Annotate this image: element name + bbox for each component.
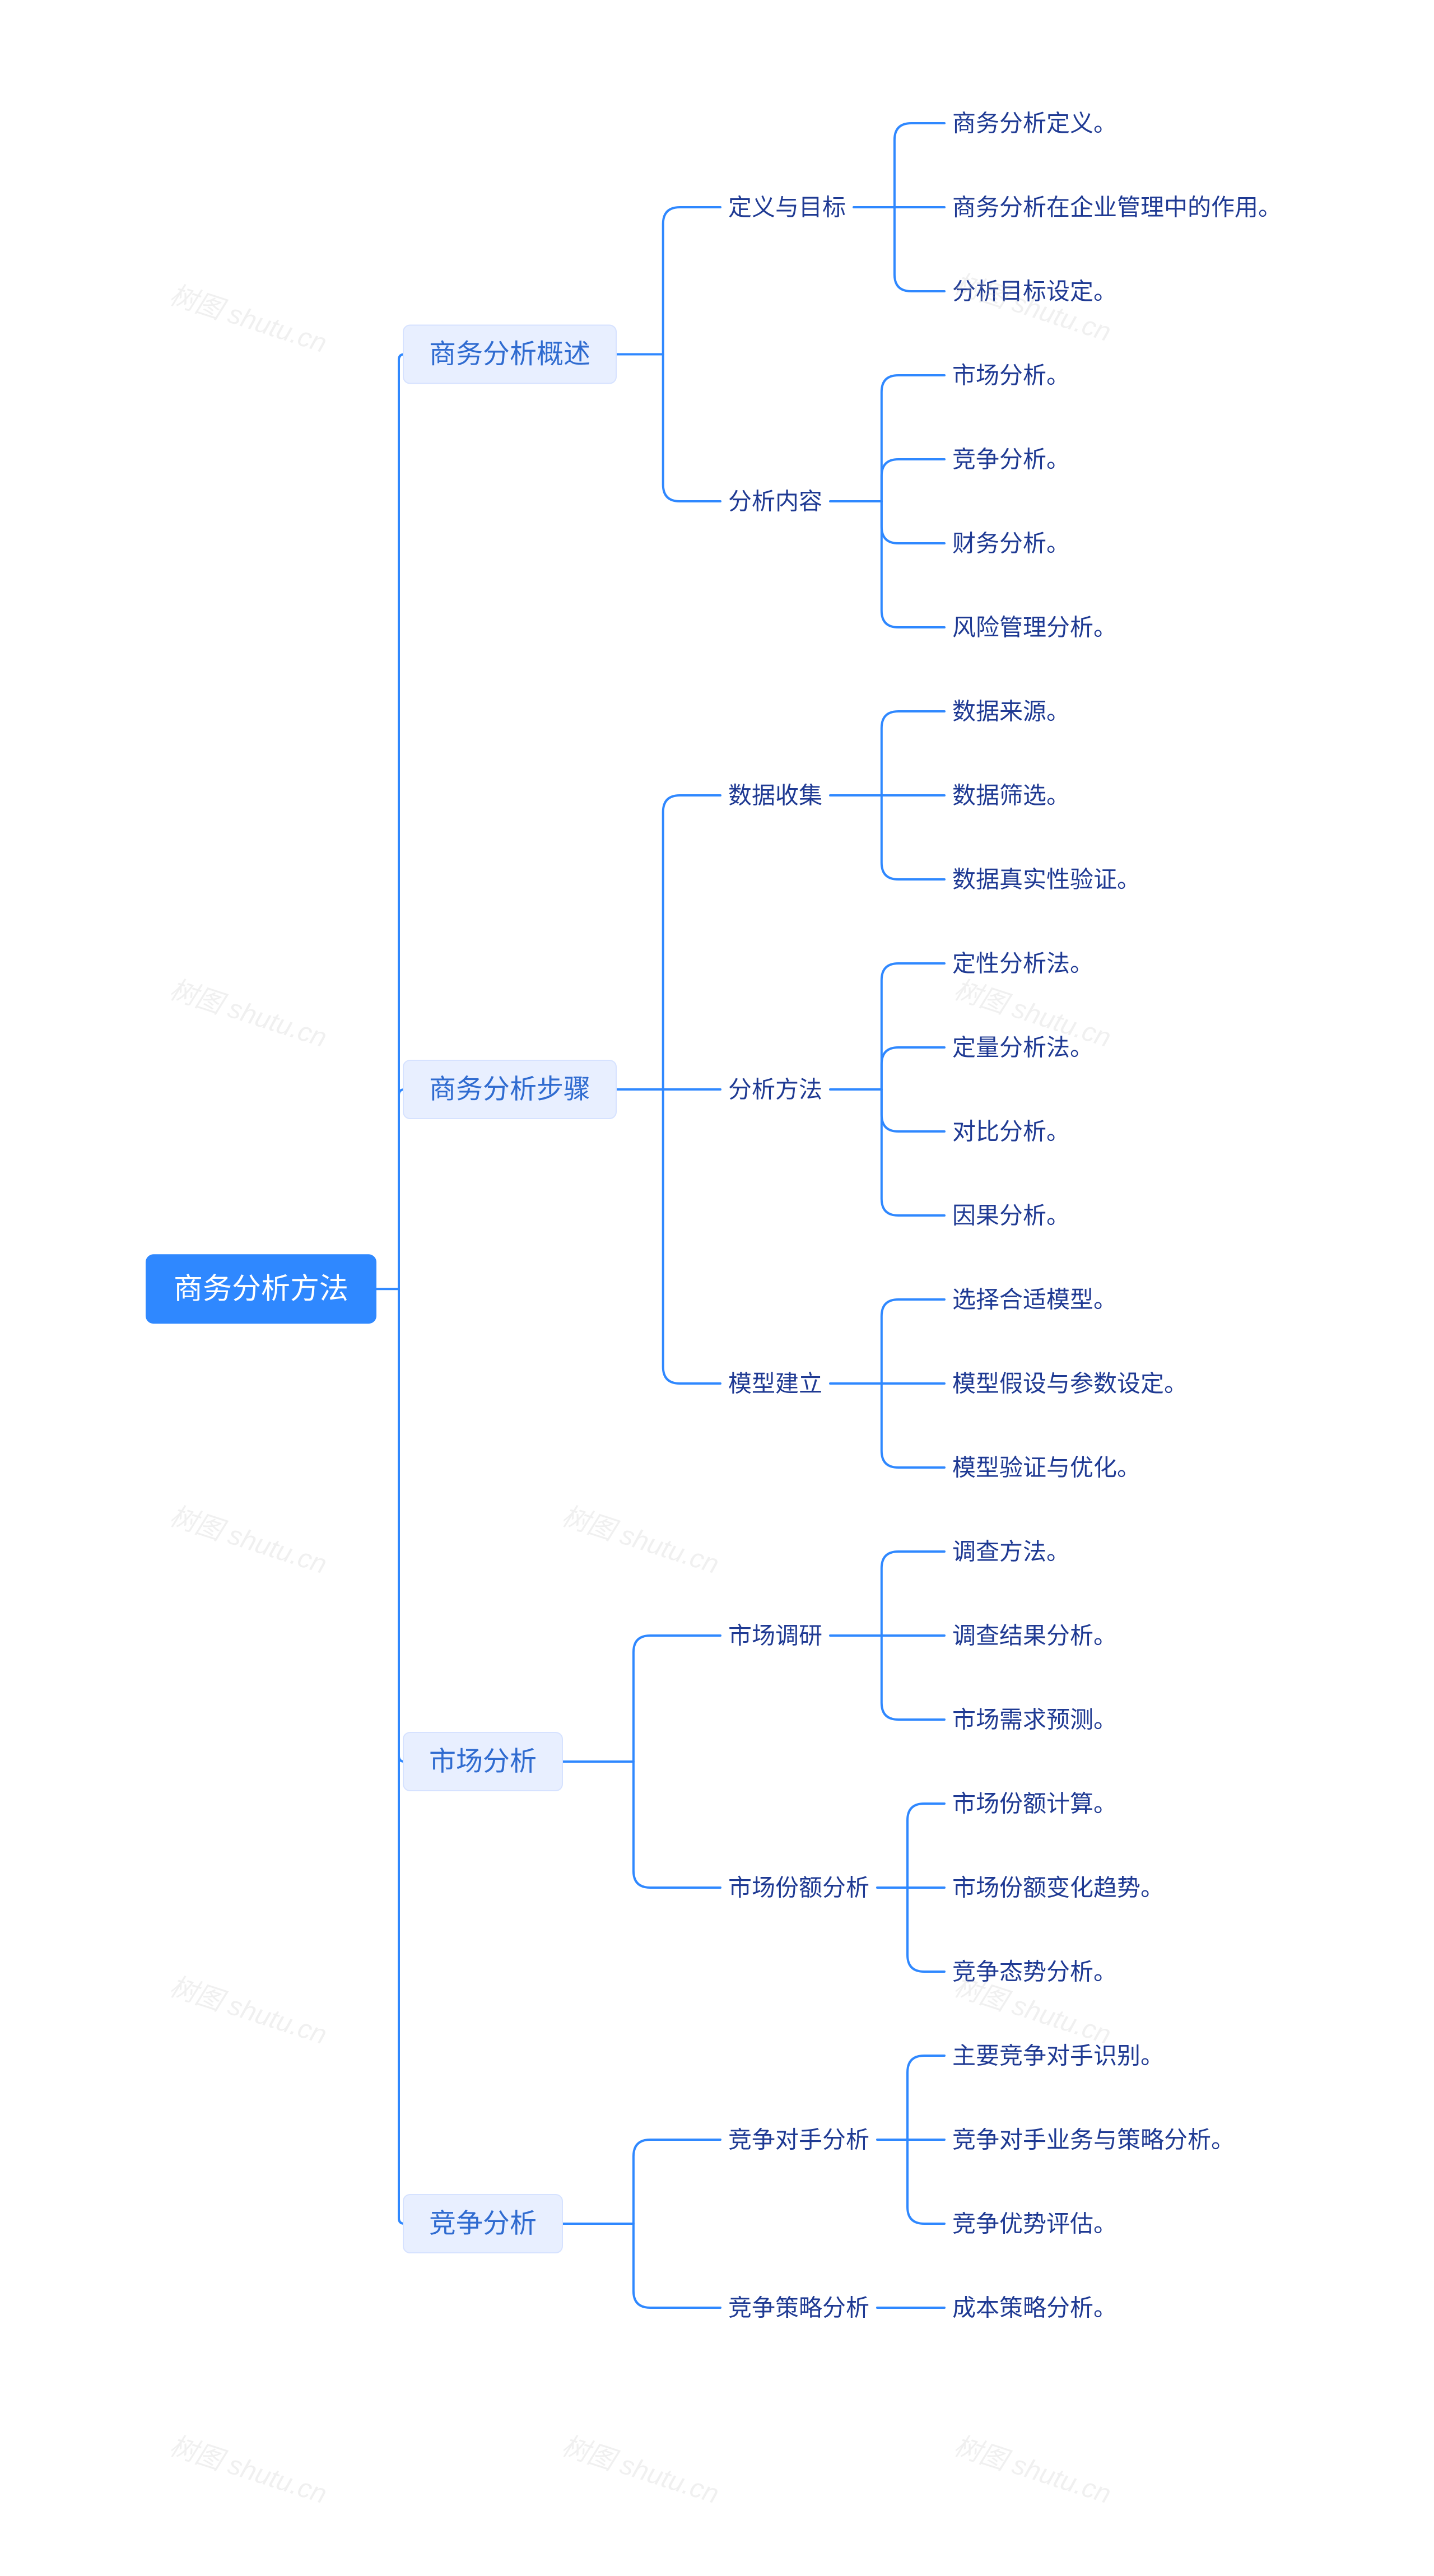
branch-node-label: 商务分析步骤 xyxy=(429,1075,590,1105)
connector xyxy=(907,2140,944,2224)
root-node-label: 商务分析方法 xyxy=(174,1273,348,1305)
connector xyxy=(663,1089,720,1384)
leaf-node: 商务分析定义。 xyxy=(952,110,1117,137)
watermark: 树图 shutu.cn xyxy=(558,2431,723,2509)
leaf-node: 商务分析在企业管理中的作用。 xyxy=(952,194,1282,221)
connector xyxy=(882,501,944,627)
connector xyxy=(634,2224,720,2308)
leaf-node: 成本策略分析。 xyxy=(952,2295,1117,2321)
links-layer xyxy=(376,123,944,2308)
connector xyxy=(907,1888,944,1972)
leaf-node: 竞争分析。 xyxy=(952,446,1070,473)
watermark-text: 树图 shutu.cn xyxy=(166,975,330,1053)
connector xyxy=(882,1089,944,1215)
leaf-node: 财务分析。 xyxy=(952,530,1070,557)
sub-node: 模型建立 xyxy=(728,1371,822,1397)
watermark-text: 树图 shutu.cn xyxy=(558,1501,723,1580)
leaf-node: 调查结果分析。 xyxy=(952,1623,1117,1649)
connector xyxy=(907,2056,944,2140)
watermark-text: 树图 shutu.cn xyxy=(166,1972,330,2050)
nodes-layer: 商务分析方法 商务分析概述 定义与目标 商务分析定义。商务分析在企业管理中的作用。分析… xyxy=(146,110,1282,2321)
connector xyxy=(663,207,720,355)
leaf-node: 模型验证与优化。 xyxy=(952,1455,1140,1481)
leaf-node: 数据筛选。 xyxy=(952,782,1070,809)
connector xyxy=(895,207,944,291)
watermark-text: 树图 shutu.cn xyxy=(951,2431,1115,2509)
branch-node-label: 商务分析概述 xyxy=(429,339,590,369)
connector xyxy=(895,123,944,207)
connector xyxy=(882,459,944,501)
connector xyxy=(882,1384,944,1468)
sub-node: 市场份额分析 xyxy=(728,1875,869,1901)
connector xyxy=(882,795,944,879)
connector xyxy=(882,1552,944,1636)
watermark: 树图 shutu.cn xyxy=(558,1501,723,1580)
watermark: 树图 shutu.cn xyxy=(951,2431,1115,2509)
sub-node: 市场调研 xyxy=(728,1623,822,1649)
leaf-node: 选择合适模型。 xyxy=(952,1287,1117,1313)
sub-node: 竞争策略分析 xyxy=(728,2295,869,2321)
leaf-node: 数据来源。 xyxy=(952,698,1070,725)
leaf-node: 因果分析。 xyxy=(952,1203,1070,1229)
mindmap-canvas: 商务分析方法 商务分析概述 定义与目标 商务分析定义。商务分析在企业管理中的作用。分析… xyxy=(0,0,1434,2576)
connector xyxy=(907,1804,944,1888)
branch-node-label: 市场分析 xyxy=(429,1747,537,1777)
sub-node: 定义与目标 xyxy=(728,194,846,221)
watermark: 树图 shutu.cn xyxy=(166,280,330,358)
leaf-node: 市场份额变化趋势。 xyxy=(952,1875,1164,1901)
connector xyxy=(399,1089,404,1289)
connector xyxy=(882,1047,944,1089)
leaf-node: 定性分析法。 xyxy=(952,951,1093,977)
connector xyxy=(882,375,944,501)
watermark: 树图 shutu.cn xyxy=(166,2431,330,2509)
watermark: 树图 shutu.cn xyxy=(166,1972,330,2050)
connector xyxy=(663,355,720,502)
leaf-node: 竞争对手业务与策略分析。 xyxy=(952,2127,1235,2153)
leaf-node: 主要竞争对手识别。 xyxy=(952,2043,1164,2069)
watermark: 树图 shutu.cn xyxy=(166,975,330,1053)
connector xyxy=(663,795,720,1089)
connector xyxy=(634,1762,720,1888)
watermark-text: 树图 shutu.cn xyxy=(166,1501,330,1580)
sub-node: 数据收集 xyxy=(728,782,822,809)
watermark-text: 树图 shutu.cn xyxy=(558,2431,723,2509)
connector xyxy=(882,711,944,795)
sub-node: 分析内容 xyxy=(728,488,822,515)
leaf-node: 风险管理分析。 xyxy=(952,614,1117,641)
sub-node: 竞争对手分析 xyxy=(728,2127,869,2153)
watermark-text: 树图 shutu.cn xyxy=(166,2431,330,2509)
connector xyxy=(882,1299,944,1384)
watermark: 树图 shutu.cn xyxy=(166,1501,330,1580)
leaf-node: 对比分析。 xyxy=(952,1119,1070,1145)
connector xyxy=(882,963,944,1089)
leaf-node: 竞争优势评估。 xyxy=(952,2211,1117,2237)
leaf-node: 数据真实性验证。 xyxy=(952,867,1140,893)
leaf-node: 市场需求预测。 xyxy=(952,1707,1117,1733)
watermark-text: 树图 shutu.cn xyxy=(166,280,330,358)
connector xyxy=(882,501,944,543)
branch-node-label: 竞争分析 xyxy=(429,2209,537,2239)
leaf-node: 市场分析。 xyxy=(952,362,1070,389)
leaf-node: 市场份额计算。 xyxy=(952,1791,1117,1817)
connector xyxy=(882,1089,944,1131)
connector xyxy=(882,1636,944,1720)
leaf-node: 模型假设与参数设定。 xyxy=(952,1371,1188,1397)
connector xyxy=(634,1636,720,1762)
sub-node: 分析方法 xyxy=(728,1077,822,1103)
leaf-node: 调查方法。 xyxy=(952,1539,1070,1565)
connector xyxy=(634,2140,720,2224)
